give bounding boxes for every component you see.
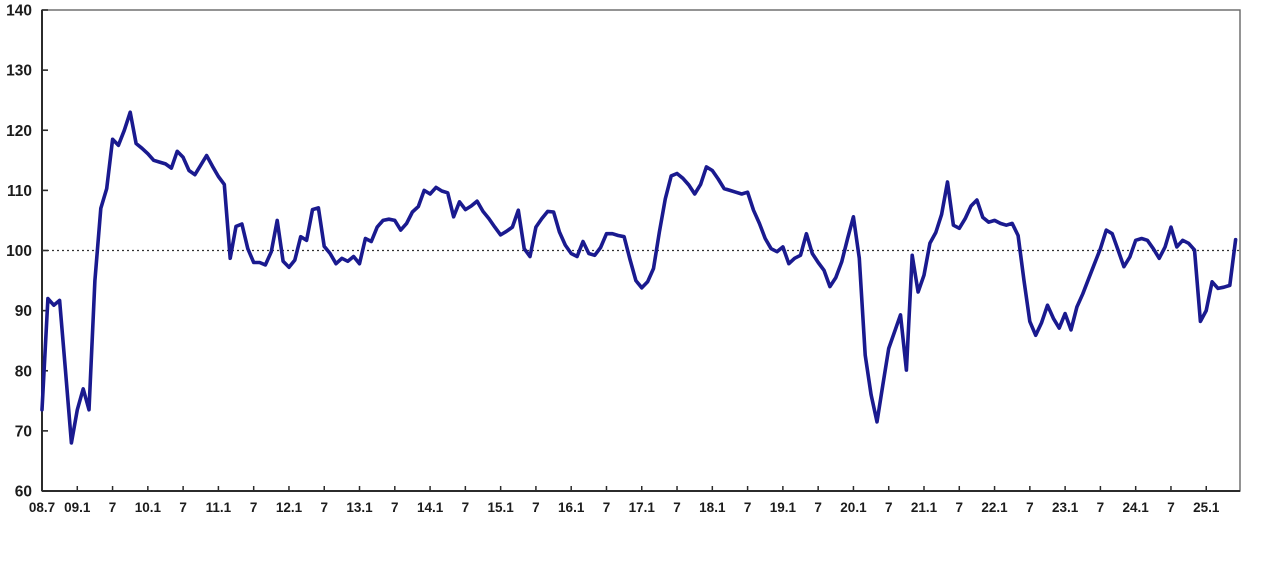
y-tick-label: 80 [15,363,32,380]
x-tick-label: 10.1 [135,500,162,515]
x-tick-label: 22.1 [981,500,1008,515]
x-tick-label: 7 [1026,500,1034,515]
plot-frame [41,9,1241,492]
x-tick-label: 7 [1097,500,1105,515]
x-tick-label: 7 [250,500,258,515]
y-tick-label: 100 [6,243,32,260]
x-tick-label: 7 [391,500,399,515]
x-tick-label: 18.1 [699,500,726,515]
x-tick-label: 12.1 [276,500,303,515]
y-tick-label: 120 [6,123,32,140]
x-tick-label: 7 [673,500,681,515]
y-tick-label: 140 [6,3,32,20]
x-tick-label: 7 [320,500,328,515]
x-tick-label: 20.1 [840,500,867,515]
x-tick-label: 7 [532,500,540,515]
x-tick-label: 7 [814,500,822,515]
x-tick-label: 7 [885,500,893,515]
x-tick-label: 24.1 [1123,500,1150,515]
x-tick-label: 11.1 [206,500,232,515]
x-tick-label: 7 [603,500,611,515]
x-tick-label: 25.1 [1193,500,1220,515]
x-tick-label: 09.1 [64,500,91,515]
x-tick-label: 16.1 [558,500,585,515]
y-tick-label: 60 [15,484,32,501]
x-tick-label: 7 [109,500,117,515]
x-tick-label: 13.1 [346,500,373,515]
y-tick-label: 70 [15,423,32,440]
x-tick-label: 7 [744,500,752,515]
x-tick-label: 14.1 [417,500,444,515]
y-tick-label: 90 [15,303,32,320]
x-tick-label: 7 [956,500,964,515]
x-tick-label: 23.1 [1052,500,1079,515]
x-tick-label: 21.1 [911,500,938,515]
data-line-series [40,110,1238,445]
x-tick-label: 19.1 [770,500,797,515]
y-tick-label: 110 [7,183,32,200]
y-tick-label: 130 [6,63,32,80]
x-tick-label: 7 [179,500,187,515]
x-tick-label: 17.1 [629,500,656,515]
x-tick-label: 08.7 [29,500,55,515]
x-tick-label: 7 [1167,500,1175,515]
x-tick-label: 7 [462,500,470,515]
x-tick-label: 15.1 [487,500,514,515]
